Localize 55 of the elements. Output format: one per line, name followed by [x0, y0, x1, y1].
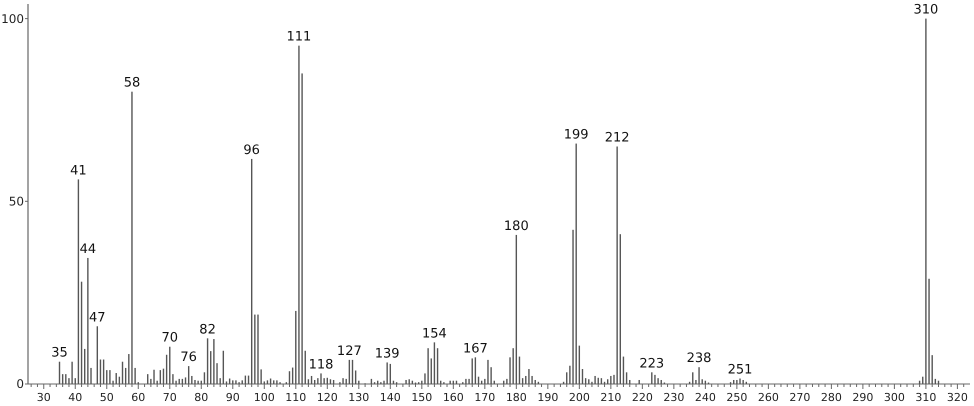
x-tick-label: 50: [100, 391, 114, 404]
annotation: 44: [80, 242, 96, 257]
x-tick-label: 240: [694, 391, 716, 404]
annotation: 139: [374, 346, 400, 362]
annotation: 82: [199, 322, 216, 338]
annotation: 76: [180, 350, 197, 366]
x-tick-label: 110: [285, 391, 306, 404]
x-tick-label: 300: [884, 391, 905, 404]
annotation: 199: [564, 128, 589, 143]
annotation: 154: [422, 326, 447, 342]
x-tick-label: 170: [474, 391, 496, 404]
x-tick-label: 190: [537, 391, 558, 404]
x-tick-label: 200: [568, 391, 590, 404]
x-tick-label: 270: [789, 391, 810, 404]
x-tick-label: 320: [946, 391, 968, 404]
x-tick-label: 130: [348, 391, 370, 404]
x-tick-label: 60: [131, 391, 146, 404]
x-tick-label: 290: [852, 391, 874, 404]
x-tick-label: 220: [632, 391, 653, 404]
x-tick-label: 230: [663, 391, 684, 404]
annotation: 111: [286, 30, 312, 45]
annotation: 127: [336, 344, 362, 359]
annotation: 310: [913, 2, 938, 18]
annotation: 251: [728, 362, 752, 378]
annotation: 58: [124, 76, 140, 91]
x-tick-label: 310: [915, 391, 936, 404]
x-tick-label: 180: [506, 391, 527, 404]
annotation: 96: [243, 142, 260, 158]
x-tick-label: 90: [226, 391, 240, 404]
x-tick-label: 140: [380, 391, 401, 404]
x-tick-label: 30: [36, 391, 51, 404]
annotation: 118: [308, 357, 334, 372]
x-tick-label: 280: [820, 391, 842, 404]
x-tick-label: 120: [316, 391, 338, 404]
x-tick-label: 160: [442, 391, 464, 404]
annotation: 223: [639, 356, 664, 372]
annotation: 180: [504, 218, 529, 234]
annotation: 41: [70, 163, 87, 178]
y-tick-label: 50: [8, 194, 24, 209]
x-tick-label: 210: [600, 391, 622, 404]
x-tick-label: 70: [162, 391, 177, 404]
x-tick-label: 40: [68, 391, 82, 404]
x-tick-label: 260: [758, 391, 779, 404]
annotation: 238: [686, 351, 712, 366]
annotation: 35: [51, 346, 68, 361]
x-tick-label: 250: [726, 391, 748, 404]
x-tick-label: 150: [411, 391, 432, 404]
annotation: 212: [604, 130, 630, 146]
x-tick-label: 100: [254, 391, 275, 404]
annotation: 70: [162, 330, 178, 346]
y-tick-label: 0: [16, 377, 24, 392]
x-tick-label: 80: [194, 391, 208, 404]
y-tick-label: 100: [1, 12, 24, 26]
annotation: 167: [462, 341, 488, 356]
annotation: 47: [89, 310, 106, 326]
